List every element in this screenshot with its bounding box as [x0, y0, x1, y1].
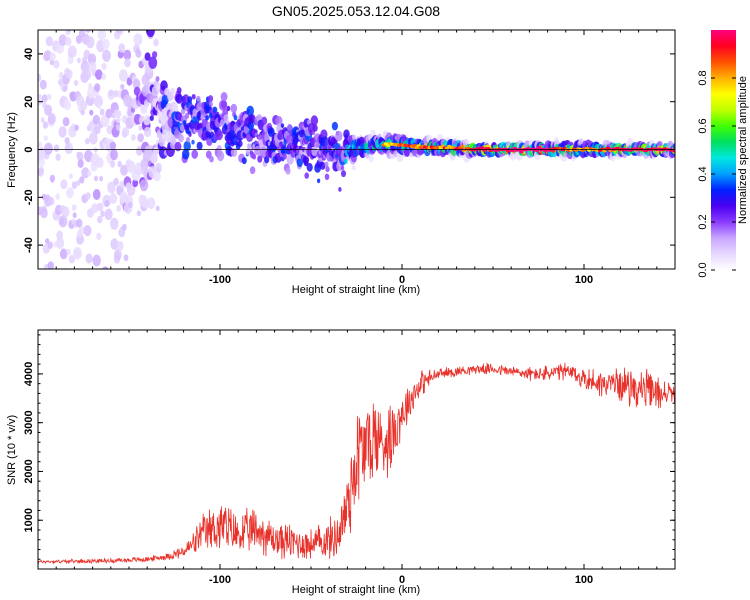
snr-series: [38, 362, 675, 565]
colorbar-tick-label: 0.4: [697, 166, 709, 181]
colorbar-gradient: [711, 30, 736, 270]
spectrogram-xlabel: Height of straight line (km): [292, 284, 420, 296]
chart-title: GN05.2025.053.12.04.G08: [272, 3, 440, 19]
x-tick-label: 100: [575, 274, 593, 286]
y-tick-label: 20: [23, 96, 35, 108]
y-tick-label: 0: [23, 146, 35, 152]
colorbar-label: Normalized spectral amplitude: [737, 76, 749, 224]
y-tick-label: -40: [23, 237, 35, 253]
colorbar-tick-label: 0.8: [697, 70, 709, 85]
y-tick-label: 40: [23, 48, 35, 60]
y-tick-label: 1000: [23, 508, 35, 532]
x-tick-label: 0: [399, 274, 405, 286]
spectrogram-panel: -100 0 100 -40 -20 0 20 40 Height of straight l…: [6, 29, 676, 296]
snr-ylabel: SNR (10 * v/v): [6, 415, 18, 485]
colorbar-tick-label: 0.2: [697, 214, 709, 229]
y-tick-label: 4000: [23, 362, 35, 386]
spectrogram-heatmap: [38, 30, 675, 269]
x-tick-label: -100: [209, 574, 231, 586]
y-tick-label: 3000: [23, 410, 35, 434]
x-tick-label: -100: [209, 274, 231, 286]
colorbar-ticks: 0.0 0.2 0.4 0.6 0.8: [697, 70, 736, 278]
spectrogram-ylabel: Frequency (Hz): [6, 112, 18, 188]
colorbar-tick-label: 0.0: [697, 262, 709, 277]
snr-panel: -100 0 100 1000 2000 3000 4000 Height of strai…: [6, 329, 676, 596]
snr-axes: -100 0 100 1000 2000 3000 4000: [23, 330, 676, 586]
y-tick-label: -20: [23, 189, 35, 205]
colorbar-tick-label: 0.6: [697, 118, 709, 133]
x-tick-label: 0: [399, 574, 405, 586]
x-tick-label: 100: [575, 574, 593, 586]
snr-frame: [37, 329, 676, 570]
spectrogram-axes: -100 0 100 -40 -20 0 20 40: [23, 30, 676, 286]
y-tick-label: 2000: [23, 459, 35, 483]
colorbar: 0.0 0.2 0.4 0.6 0.8 Normalized spectral ampl…: [697, 30, 749, 278]
snr-line: [38, 362, 675, 565]
snr-xlabel: Height of straight line (km): [292, 584, 420, 596]
